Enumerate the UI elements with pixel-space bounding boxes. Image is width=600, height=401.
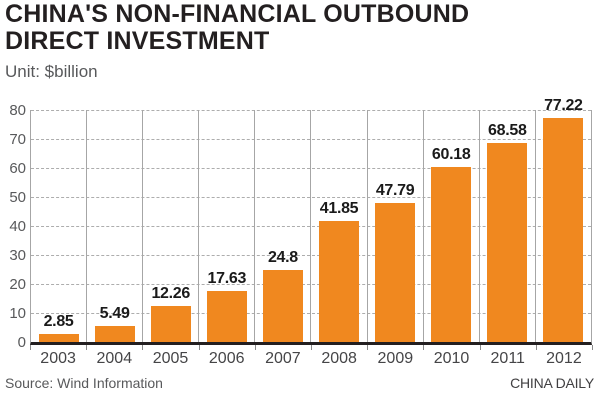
bar-2010 [431,167,472,342]
x-tick-label-2009: 2009 [377,350,414,367]
baseline-tick-0 [30,345,31,350]
baseline-tick-6 [367,345,369,350]
x-tick-label-2003: 2003 [40,350,76,367]
baseline-tick-8 [479,345,481,350]
bar-2004 [94,326,135,342]
bar-column-2010: 60.18 [424,110,480,342]
bar-2005 [150,306,191,342]
plot-area: 2.85 5.49 12.26 17.63 24.8 41.85 47.79 60.18 68.… [30,98,592,345]
baseline-tick-2 [142,345,144,350]
bars-layer: 2.85 5.49 12.26 17.63 24.8 41.85 47.79 60.18 68.… [31,98,591,342]
bar-2008 [319,220,360,342]
baseline-tick-3 [198,345,200,350]
baseline-tick-7 [423,345,425,350]
bar-column-2007: 24.8 [255,110,312,342]
bar-value-2010: 60.18 [431,146,471,164]
bar-column-2012: 77.22 [536,98,591,342]
bar-column-2008: 41.85 [311,110,368,342]
bar-value-2009: 47.79 [375,182,415,200]
x-tick-label-2012: 2012 [546,350,582,367]
y-tick-label-60: 60 [9,160,26,177]
y-tick-label-70: 70 [9,131,26,148]
bar-value-2005: 12.26 [151,285,191,303]
y-tick-label-40: 40 [9,218,26,235]
bar-value-2004: 5.49 [99,305,130,323]
source-note: Source: Wind Information [5,375,163,391]
y-tick-label-20: 20 [9,276,26,293]
bar-value-2012: 77.22 [544,97,583,115]
bar-2007 [262,270,303,342]
bar-value-2008: 41.85 [319,199,359,217]
chart-title-line-1: CHINA'S NON-FINANCIAL OUTBOUND [5,0,470,28]
x-tick-label-2011: 2011 [490,350,525,367]
y-tick-label-50: 50 [9,189,26,206]
bar-column-2011: 68.58 [480,110,536,342]
bar-2006 [206,290,247,342]
y-axis-labels: 0 10 20 30 40 50 60 70 80 [0,103,26,350]
bar-2011 [487,143,528,342]
unit-label: Unit: $billion [5,62,98,81]
x-tick-label-2005: 2005 [152,350,189,367]
bar-2003 [38,333,79,342]
bar-value-2006: 17.63 [207,269,247,287]
x-axis-labels: 2003 2004 2005 2006 2007 2008 2009 2010 2011 2012 [30,350,592,368]
chart-title-line-2: DIRECT INVESTMENT [5,27,270,55]
y-tick-label-30: 30 [9,247,26,264]
baseline-tick-9 [535,345,537,350]
bar-value-2007: 24.8 [267,249,298,267]
y-tick-label-80: 80 [9,102,26,119]
bar-value-2003: 2.85 [43,312,74,330]
publisher-credit: CHINA DAILY [510,375,594,391]
bar-value-2011: 68.58 [488,122,527,140]
baseline-tick-10 [592,345,593,350]
y-tick-label-10: 10 [9,305,26,322]
x-axis-ticks [30,345,593,350]
bar-column-2004: 5.49 [87,110,144,342]
baseline-tick-5 [311,345,312,350]
x-tick-label-2006: 2006 [208,350,245,367]
x-tick-label-2004: 2004 [96,350,133,367]
bar-column-2005: 12.26 [143,110,200,342]
bar-column-2009: 47.79 [368,110,424,342]
bar-2012 [543,118,584,342]
x-tick-label-2008: 2008 [321,350,357,367]
y-tick-label-0: 0 [17,334,26,351]
bar-2009 [375,203,416,342]
chart-title: CHINA'S NON-FINANCIAL OUTBOUND DIRECT IN… [5,1,469,55]
baseline-tick-4 [254,345,256,350]
bar-column-2003: 2.85 [31,110,88,342]
baseline-tick-1 [86,345,88,350]
bar-column-2006: 17.63 [199,110,256,342]
x-tick-label-2007: 2007 [265,350,301,367]
x-tick-label-2010: 2010 [433,350,470,367]
